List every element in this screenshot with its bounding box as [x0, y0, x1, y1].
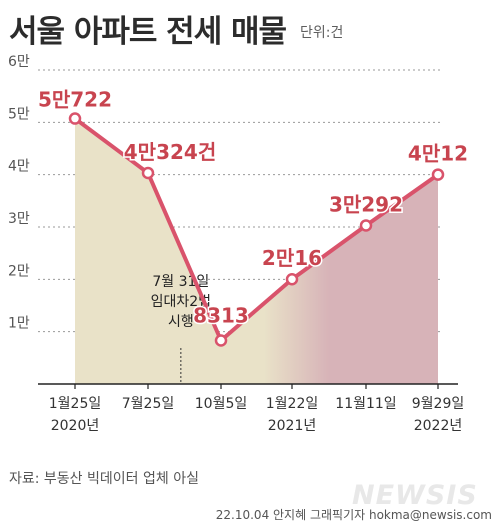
- area-fill: [75, 118, 438, 384]
- data-point: [359, 219, 373, 232]
- area-shape: [75, 118, 438, 384]
- y-tick-label: 2만: [8, 263, 30, 279]
- x-tick-label: 10월5일: [195, 396, 247, 412]
- y-tick-label: 1만: [8, 316, 30, 332]
- data-label: 4만324건: [124, 140, 216, 164]
- data-point: [214, 334, 228, 347]
- unit-label: 단위:건: [300, 25, 344, 41]
- axes: 1만 2만 3만 4만 5만 6만 1월25일 2020년 7월25일 10월5일 1월22일 202…: [8, 54, 464, 434]
- data-point: [431, 168, 445, 181]
- series-polyline: [73, 116, 440, 343]
- series-line: [73, 116, 440, 343]
- credit-line: 22.10.04 안지혜 그래픽기자 hokma@newsis.com: [215, 508, 492, 522]
- data-point: [285, 272, 299, 286]
- source-note: 자료: 부동산 빅데이터 업체 아실: [9, 471, 199, 487]
- x-tick-label: 11월11일: [335, 396, 396, 412]
- x-tick-label: 1월22일: [266, 396, 318, 412]
- line-chart: 1만 2만 3만 4만 5만 6만 1월25일 2020년 7월25일 10월5일 1월22일 202…: [8, 54, 470, 434]
- data-labels: 5만722 4만324건 8313 2만16 3만292 4만12: [36, 86, 469, 329]
- y-tick-label: 3만: [8, 211, 30, 227]
- y-tick-label: 4만: [8, 159, 30, 175]
- x-tick-label: 1월25일: [49, 396, 101, 412]
- x-tick-label: 2021년: [268, 418, 317, 434]
- y-tick-label: 5만: [8, 106, 30, 122]
- data-label: 4만12: [408, 142, 468, 166]
- data-label: 2만16: [262, 246, 322, 270]
- annotation-text: 7월 31일: [152, 274, 209, 290]
- data-points: [68, 112, 445, 347]
- annotation-text: 임대차2법: [151, 294, 211, 310]
- chart-title: 서울 아파트 전세 매물: [9, 14, 287, 50]
- x-tick-label: 7월25일: [122, 396, 174, 412]
- data-point: [141, 166, 155, 180]
- data-label: 8313: [193, 303, 249, 327]
- annotation-text: 시행: [168, 314, 194, 330]
- data-label: 5만722: [38, 88, 112, 112]
- x-tick-label: 9월29일: [412, 396, 464, 412]
- data-label: 3만292: [329, 192, 403, 216]
- y-tick-label: 6만: [8, 54, 30, 70]
- x-tick-label: 2020년: [51, 418, 100, 434]
- x-tick-label: 2022년: [414, 418, 463, 434]
- data-point: [68, 112, 82, 125]
- newsis-watermark: NEWSIS: [352, 480, 478, 511]
